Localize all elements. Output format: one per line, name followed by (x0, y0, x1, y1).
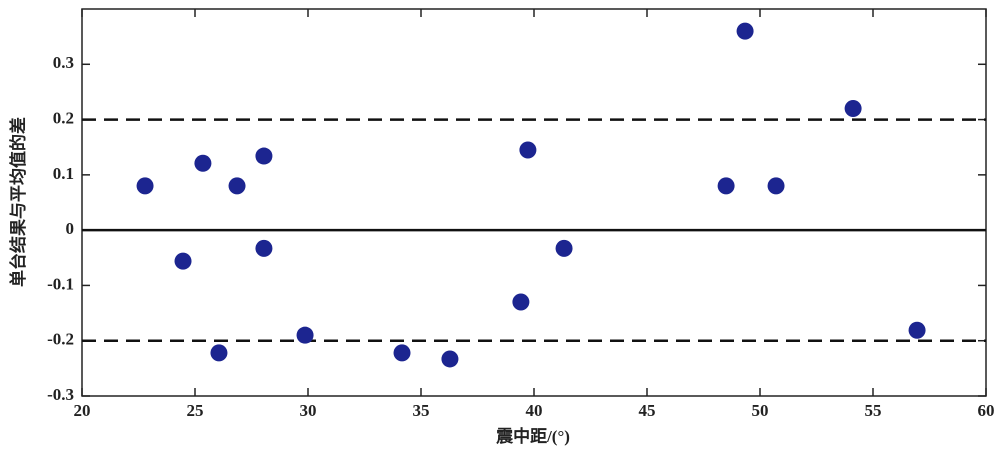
y-tick-label: 0.3 (53, 53, 74, 72)
y-tick-label: 0.2 (53, 108, 74, 127)
x-tick-label: 55 (865, 401, 882, 420)
x-tick-label: 20 (74, 401, 91, 420)
y-axis-label: 单台结果与平均值的差 (8, 117, 28, 287)
point (717, 177, 735, 195)
point (255, 147, 273, 165)
y-tick-label: -0.1 (47, 274, 74, 293)
point (908, 321, 926, 339)
y-tick-label: 0.1 (53, 164, 74, 183)
point (844, 100, 862, 118)
x-tick-label: 40 (526, 401, 543, 420)
point (194, 154, 212, 172)
point (393, 344, 411, 362)
plot-frame (81, 8, 987, 397)
y-tick-label: -0.3 (47, 385, 74, 404)
point (228, 177, 246, 195)
point (136, 177, 154, 195)
point (296, 326, 314, 344)
y-tick-label: -0.2 (47, 330, 74, 349)
point (519, 141, 537, 159)
x-tick-label: 60 (978, 401, 995, 420)
point (736, 22, 754, 40)
x-tick-label: 30 (300, 401, 317, 420)
point (767, 177, 785, 195)
x-axis-label: 震中距/(°) (495, 426, 570, 446)
x-tick-label: 50 (752, 401, 769, 420)
y-tick-label: 0 (66, 219, 75, 238)
point (555, 239, 573, 257)
x-tick-label: 25 (187, 401, 204, 420)
point (512, 293, 530, 311)
point (255, 239, 273, 257)
x-tick-label: 45 (639, 401, 656, 420)
point (174, 252, 192, 270)
x-tick-label: 35 (413, 401, 430, 420)
point (441, 350, 459, 368)
point (210, 344, 228, 362)
